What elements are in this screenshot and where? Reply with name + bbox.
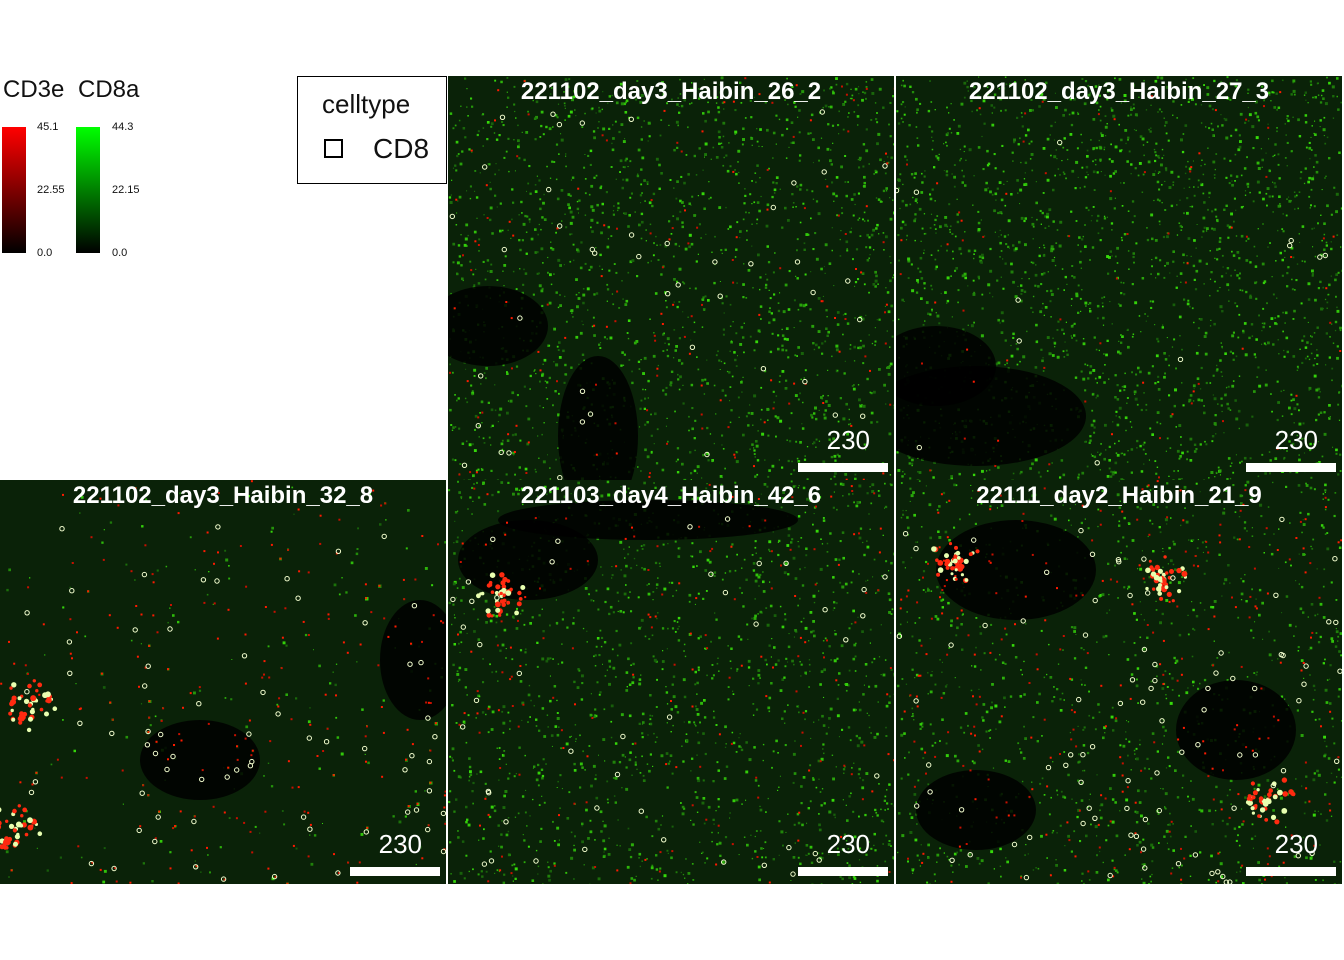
scale-bar: [350, 867, 440, 876]
scale-bar: [1246, 463, 1336, 472]
tissue-texture: [448, 76, 894, 480]
cd8a-min-label: 0.0: [112, 247, 128, 259]
panel-title: 221102_day3_Haibin_26_2: [520, 78, 822, 105]
cd3e-mid-label: 22.55: [37, 184, 65, 196]
scale-bar-label: 230: [826, 425, 870, 455]
cd3e-colorbar: [2, 127, 26, 253]
cd8a-colorbar: [76, 127, 100, 253]
cd8-legend-label: CD8: [373, 133, 430, 164]
tissue-panel-5: 22111_day2_Haibin_21_9 230: [896, 480, 1342, 884]
tissue-texture: [0, 480, 446, 884]
celltype-legend-title: celltype: [322, 89, 411, 119]
scale-bar-label: 230: [1274, 829, 1318, 859]
tissue-texture: [448, 480, 894, 884]
panel-title: 221102_day3_Haibin_32_8: [72, 482, 374, 509]
tissue-texture: [896, 76, 1342, 480]
tissue-panel-4: 221103_day4_Haibin_42_6 230: [448, 480, 894, 884]
tissue-panel-3: 221102_day3_Haibin_32_8 230: [0, 480, 446, 884]
panel-title: 22111_day2_Haibin_21_9: [976, 482, 1262, 509]
cd3e-max-label: 45.1: [37, 121, 59, 133]
celltype-legend: celltype CD8: [297, 76, 447, 184]
tissue-panel-1: 221102_day3_Haibin_26_2 230: [448, 76, 894, 480]
panel-title: 221102_day3_Haibin_27_3: [968, 78, 1270, 105]
cd3e-min-label: 0.0: [37, 247, 53, 259]
cd8-legend-key: [324, 139, 343, 158]
scale-bar: [798, 463, 888, 472]
scale-bar-label: 230: [826, 829, 870, 859]
tissue-panel-2: 221102_day3_Haibin_27_3 230: [896, 76, 1342, 480]
cd8a-mid-label: 22.15: [112, 184, 140, 196]
channel-name-cd3e: CD3e: [3, 76, 65, 103]
scale-bar: [1246, 867, 1336, 876]
channel-name-cd8a: CD8a: [78, 76, 140, 103]
scale-bar-label: 230: [1274, 425, 1318, 455]
scale-bar: [798, 867, 888, 876]
tissue-texture: [896, 480, 1342, 884]
panel-title: 221103_day4_Haibin_42_6: [520, 482, 822, 509]
scale-bar-label: 230: [378, 829, 422, 859]
cd8a-max-label: 44.3: [112, 121, 134, 133]
